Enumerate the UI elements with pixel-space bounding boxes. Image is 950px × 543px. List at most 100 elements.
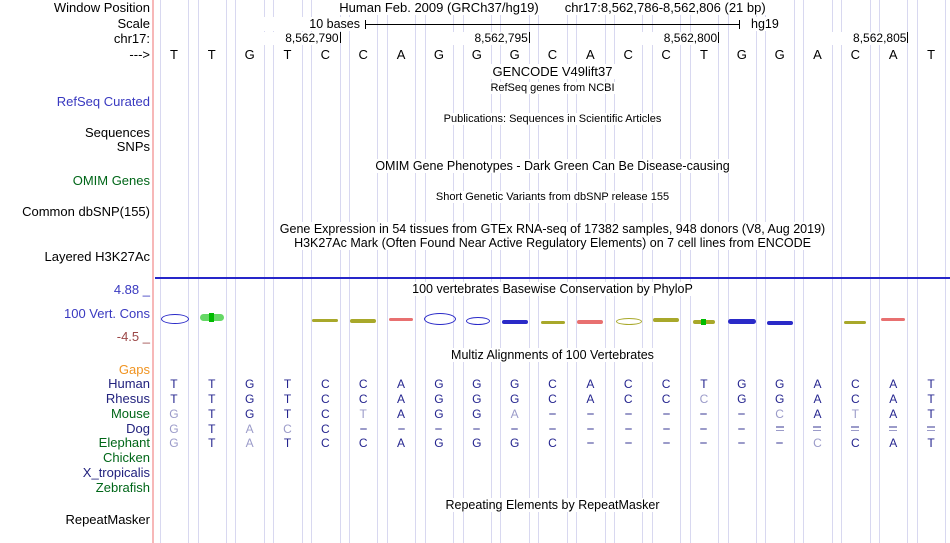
alignment-base: G	[496, 436, 534, 450]
track-label-snps[interactable]: SNPs	[116, 139, 150, 154]
alignment-base: G	[458, 436, 496, 450]
alignment-letter: A	[813, 406, 822, 421]
alignment-base	[571, 407, 609, 421]
track-title-multiz[interactable]: Multiz Alignments of 100 Vertebrates	[155, 348, 950, 362]
scale-ruler-right-tick	[739, 20, 740, 29]
alignment-base: C	[306, 407, 344, 421]
ruler-tick	[528, 32, 530, 43]
alignment-base: C	[685, 392, 723, 406]
phylop-mark	[199, 312, 224, 322]
alignment-letter: C	[358, 436, 368, 451]
alignment-letter: G	[472, 391, 482, 406]
alignment-base: C	[609, 392, 647, 406]
alignment-letter: C	[283, 421, 292, 436]
alignment-letter: A	[586, 391, 595, 406]
alignment-base	[609, 407, 647, 421]
track-label-gaps[interactable]: Gaps	[118, 362, 150, 377]
species-label-zebrafish[interactable]: Zebrafish	[95, 479, 150, 495]
grid-line	[756, 0, 757, 543]
grid-line	[348, 0, 350, 543]
alignment-base	[761, 422, 799, 436]
gap-dash	[511, 427, 519, 430]
alignment-base: A	[874, 377, 912, 391]
gap-dash	[548, 412, 556, 415]
track-label-layered-h3k27ac[interactable]: Layered H3K27Ac	[44, 249, 150, 264]
alignment-base: A	[496, 407, 534, 421]
track-title-gencode[interactable]: GENCODE V49lift37	[155, 64, 950, 79]
alignment-base: A	[571, 392, 609, 406]
alignment-base: A	[874, 407, 912, 421]
species-label-elephant[interactable]: Elephant	[98, 435, 150, 451]
alignment-letter: T	[283, 406, 292, 421]
alignment-base: C	[799, 436, 837, 450]
alignment-letter: A	[397, 377, 406, 391]
chromosome-label: chr17:	[113, 31, 150, 46]
phylop-mark	[389, 317, 414, 321]
grid-line	[415, 0, 417, 543]
alignment-letter: T	[170, 377, 178, 391]
alignment-letter: G	[774, 377, 785, 391]
track-title-refseq[interactable]: RefSeq genes from NCBI	[155, 81, 950, 95]
alignment-letter: A	[813, 391, 822, 406]
alignment-base	[874, 422, 912, 436]
phylop-mark	[844, 320, 867, 324]
species-label-rhesus[interactable]: Rhesus	[105, 390, 150, 406]
track-label-omim-genes[interactable]: OMIM Genes	[72, 173, 150, 188]
track-label-repeatmasker[interactable]: RepeatMasker	[65, 512, 150, 527]
species-label-mouse[interactable]: Mouse	[110, 405, 150, 421]
alignment-letter: T	[927, 406, 935, 421]
base-letter: G	[244, 47, 255, 62]
range-title: chr17:8,562,786-8,562,806 (21 bp)	[561, 0, 769, 15]
grid-line	[727, 0, 729, 543]
track-title-h3k27ac[interactable]: H3K27Ac Mark (Often Found Near Active Re…	[155, 236, 950, 250]
track-title-phylop[interactable]: 100 vertebrates Basewise Conservation by…	[155, 282, 950, 296]
alignment-letter: A	[889, 406, 898, 421]
alignment-base: T	[836, 407, 874, 421]
track-label-sequences[interactable]: Sequences	[84, 125, 150, 140]
alignment-row-chicken	[155, 451, 950, 465]
track-label-refseq-curated[interactable]: RefSeq Curated	[56, 94, 150, 109]
grid-line	[613, 0, 615, 543]
gap-dash	[700, 412, 708, 415]
alignment-base: C	[306, 392, 344, 406]
grid-line	[311, 0, 313, 543]
alignment-base: T	[269, 436, 307, 450]
gap-dash	[359, 427, 367, 430]
species-label-chicken[interactable]: Chicken	[103, 450, 150, 466]
track-title-gtex[interactable]: Gene Expression in 54 tissues from GTEx …	[155, 222, 950, 236]
grid-line	[273, 0, 275, 543]
track-title-omim[interactable]: OMIM Gene Phenotypes - Dark Green Can Be…	[155, 159, 950, 173]
alignment-base: C	[647, 377, 685, 391]
alignment-base	[685, 422, 723, 436]
genome-assembly-tag: hg19	[749, 17, 781, 31]
alignment-letter: C	[851, 391, 860, 406]
gap-dash	[662, 442, 670, 445]
base-letter: A	[396, 47, 406, 62]
alignment-letter: A	[889, 436, 898, 451]
alignment-letter: G	[169, 436, 179, 451]
alignment-base: C	[761, 407, 799, 421]
species-label-human[interactable]: Human	[108, 376, 150, 391]
alignment-base: G	[458, 392, 496, 406]
species-label-x_tropicalis[interactable]: X_tropicalis	[82, 465, 150, 481]
track-label-common-dbsnp[interactable]: Common dbSNP(155)	[22, 204, 150, 219]
grid-line	[907, 0, 909, 543]
grid-line	[197, 0, 199, 543]
track-title-dbsnp[interactable]: Short Genetic Variants from dbSNP releas…	[155, 190, 950, 204]
alignment-letter: G	[509, 436, 520, 451]
track-title-repeatmasker[interactable]: Repeating Elements by RepeatMasker	[155, 498, 950, 512]
phylop-mark	[423, 313, 456, 325]
species-label-dog[interactable]: Dog	[126, 420, 150, 436]
track-label-100-vert-cons[interactable]: 100 Vert. Cons	[64, 306, 150, 321]
ruler-position-label: 8,562,790	[259, 32, 339, 45]
alignment-letter: A	[813, 377, 822, 391]
alignment-letter: T	[208, 377, 216, 391]
phylop-mark	[727, 318, 756, 324]
alignment-base: G	[231, 377, 269, 391]
track-title-publications[interactable]: Publications: Sequences in Scientific Ar…	[155, 112, 950, 126]
phylop-mark-dot	[701, 319, 707, 325]
grid-line	[841, 0, 843, 543]
base-letter: G	[471, 47, 482, 62]
alignment-letter: C	[851, 377, 860, 391]
